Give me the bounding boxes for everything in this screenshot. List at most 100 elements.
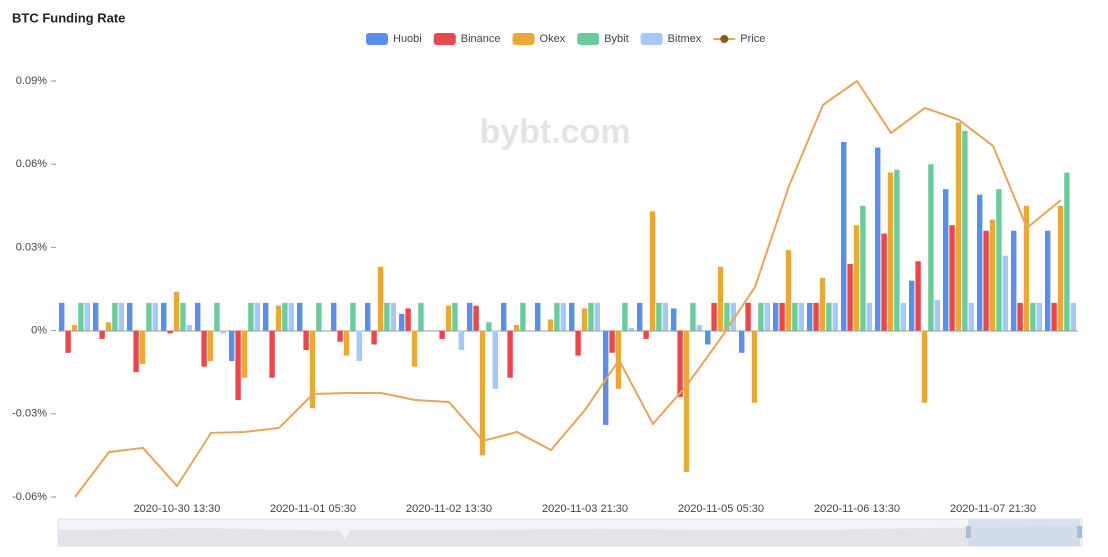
bar [214, 302, 220, 331]
bar [792, 302, 798, 331]
bar [501, 302, 507, 331]
bar [59, 302, 65, 331]
bar [628, 327, 634, 331]
bar [826, 302, 832, 331]
bar [928, 164, 934, 331]
bar [173, 291, 180, 331]
bar [705, 330, 711, 345]
legend-label[interactable]: Huobi [393, 33, 422, 45]
bar [399, 313, 405, 331]
legend-label[interactable]: Binance [461, 33, 501, 45]
legend-label[interactable]: Bitmex [668, 33, 702, 45]
y-tick-label: 0.06% [16, 158, 47, 170]
bar [118, 302, 124, 331]
bar [146, 302, 152, 331]
bar [1030, 302, 1036, 331]
bar [779, 302, 785, 331]
bar [152, 302, 158, 331]
bar [309, 330, 316, 409]
bar [303, 330, 309, 351]
bar [764, 302, 770, 331]
bar [1045, 230, 1051, 331]
bar [875, 147, 881, 331]
bar [603, 330, 609, 425]
x-tick-label: 2020-11-06 13:30 [814, 503, 900, 515]
y-tick-label: -0.03% [12, 408, 47, 420]
bar [65, 330, 71, 353]
bar [773, 302, 779, 331]
legend-swatch [640, 33, 663, 45]
bar [207, 330, 214, 362]
bar [1064, 172, 1070, 331]
bar [711, 302, 717, 331]
bar [813, 302, 819, 331]
bar [350, 302, 356, 331]
bar [535, 302, 541, 331]
watermark: bybt.com [479, 113, 630, 151]
bar [915, 261, 921, 331]
legend-label[interactable]: Price [740, 33, 765, 45]
zoom-handle[interactable] [1077, 526, 1082, 538]
bar [569, 302, 575, 331]
bar [269, 330, 275, 378]
bar [458, 330, 464, 351]
bar [127, 302, 133, 331]
bar [819, 277, 826, 331]
bar [316, 302, 322, 331]
bar [1036, 302, 1042, 331]
bar [881, 233, 887, 331]
bar [112, 302, 118, 331]
zoom-handle[interactable] [966, 526, 971, 538]
x-tick-label: 2020-11-03 21:30 [542, 503, 628, 515]
bar [439, 330, 445, 339]
bar [235, 330, 241, 400]
bar [554, 302, 560, 331]
y-tick-label: -0.06% [12, 491, 47, 503]
bar [751, 330, 758, 403]
bar [418, 302, 424, 331]
bar [909, 280, 915, 331]
legend-label[interactable]: Okex [540, 33, 566, 45]
bar [275, 305, 282, 331]
data-zoom [57, 518, 1083, 547]
bar [798, 302, 804, 331]
bar [105, 322, 112, 331]
x-tick-label: 2020-11-05 05:30 [678, 503, 764, 515]
bar [411, 330, 418, 367]
legend-swatch [720, 35, 729, 43]
bar [832, 302, 838, 331]
legend-swatch [366, 33, 388, 45]
bar [677, 330, 683, 398]
bar [241, 330, 248, 378]
bar [637, 302, 643, 331]
bar [133, 330, 139, 373]
legend-swatch [512, 33, 535, 45]
bar [195, 302, 201, 331]
bar [739, 330, 745, 353]
bar [93, 302, 99, 331]
bar [866, 302, 872, 331]
zoom-window[interactable] [968, 519, 1080, 546]
x-tick-label: 2020-11-07 21:30 [950, 503, 1036, 515]
bar [248, 302, 254, 331]
bar [254, 302, 260, 331]
bar [282, 302, 288, 331]
bar [405, 308, 411, 331]
bar [575, 330, 581, 356]
bar [962, 130, 968, 331]
bar [696, 325, 702, 331]
bar [356, 330, 362, 362]
bar [745, 302, 751, 331]
bar [513, 325, 520, 331]
bar [139, 330, 146, 364]
bar [390, 302, 396, 331]
bar [1002, 255, 1008, 331]
bar [180, 302, 186, 331]
bar [467, 302, 473, 331]
bar [996, 189, 1002, 331]
price-line [74, 79, 1062, 498]
legend-swatch [433, 33, 456, 45]
bar [492, 330, 498, 389]
legend-label[interactable]: Bybit [604, 33, 628, 45]
